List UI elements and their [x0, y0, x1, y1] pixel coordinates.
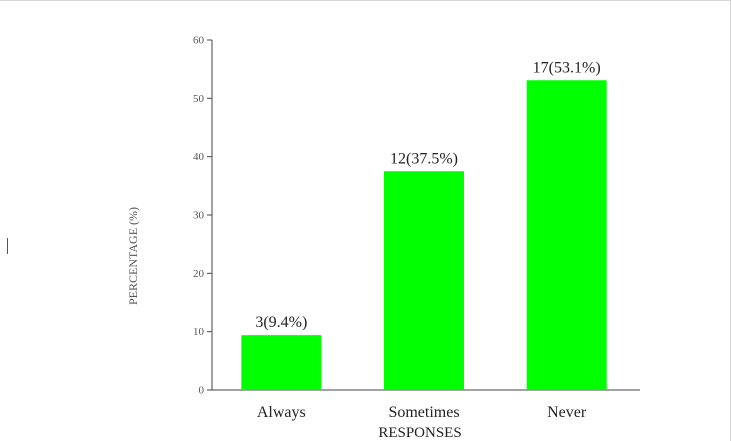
data-label-always: 3(9.4%): [255, 314, 307, 331]
y-axis: 0 10 20 30 40 50 60: [193, 35, 213, 397]
x-axis-label: RESPONSES: [378, 425, 461, 441]
y-tick-label: 10: [193, 326, 205, 338]
x-tick-label: Sometimes: [388, 404, 459, 421]
data-label-never: 17(53.1%): [533, 59, 601, 76]
bar-sometimes: [384, 171, 464, 390]
data-label-sometimes: 12(37.5%): [390, 150, 458, 167]
y-tick-label: 0: [199, 385, 205, 397]
y-tick-label: 60: [193, 35, 205, 47]
x-tick-label: Always: [257, 404, 306, 421]
left-edge-mark: [7, 238, 8, 254]
y-tick-label: 20: [193, 268, 205, 280]
x-tick-label: Never: [547, 404, 587, 421]
y-tick-label: 40: [193, 151, 205, 163]
top-border: [0, 0, 731, 1]
y-tick-label: 50: [193, 93, 205, 105]
y-tick-label: 30: [193, 210, 205, 222]
bars: [241, 80, 607, 390]
data-labels: 3(9.4%) 12(37.5%) 17(53.1%): [255, 59, 600, 331]
y-axis-label: PERCENTAGE (%): [126, 207, 140, 305]
bar-never: [526, 80, 607, 390]
x-axis: Always Sometimes Never: [212, 389, 640, 421]
bar-always: [241, 335, 322, 390]
